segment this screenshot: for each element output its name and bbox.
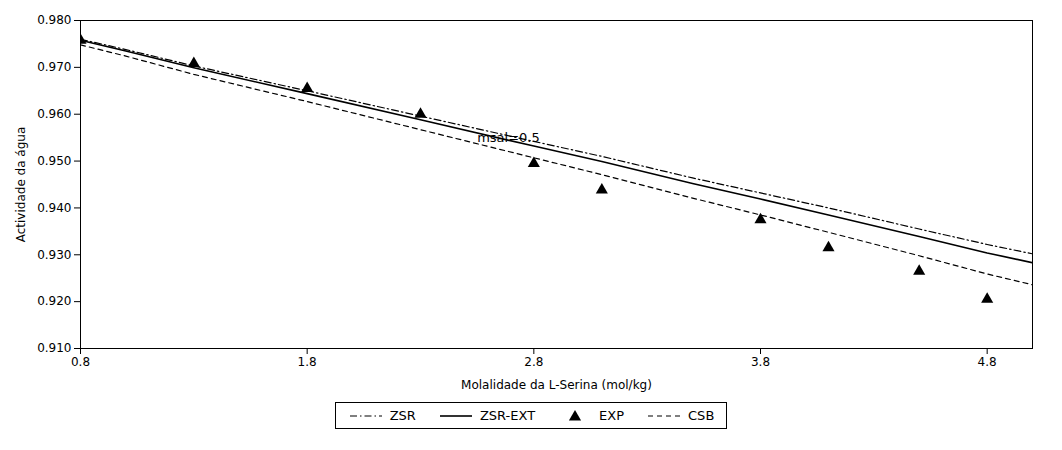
svg-text:Molalidade da L-Serina (mol/kg: Molalidade da L-Serina (mol/kg) (461, 378, 652, 392)
svg-text:0.970: 0.970 (37, 60, 71, 74)
svg-text:0.930: 0.930 (37, 248, 71, 262)
svg-text:4.8: 4.8 (978, 355, 997, 369)
html-text:EXP: EXP (599, 408, 624, 423)
html-text:ZSR: ZSR (389, 408, 416, 423)
svg-text:msal=0.5: msal=0.5 (477, 130, 540, 145)
svg-text:0.940: 0.940 (37, 201, 71, 215)
svg-text:2.8: 2.8 (524, 355, 543, 369)
svg-text:1.8: 1.8 (298, 355, 317, 369)
svg-text:0.980: 0.980 (37, 13, 71, 27)
svg-text:3.8: 3.8 (751, 355, 770, 369)
html-text:ZSR-EXT: ZSR-EXT (479, 408, 536, 423)
svg-text:0.8: 0.8 (71, 355, 90, 369)
svg-text:0.950: 0.950 (37, 154, 71, 168)
svg-text:0.920: 0.920 (37, 294, 71, 308)
html-text:CSB: CSB (688, 408, 715, 423)
svg-text:0.960: 0.960 (37, 107, 71, 121)
svg-text:Actividade da água: Actividade da água (14, 127, 28, 243)
svg-text:0.910: 0.910 (37, 341, 71, 355)
